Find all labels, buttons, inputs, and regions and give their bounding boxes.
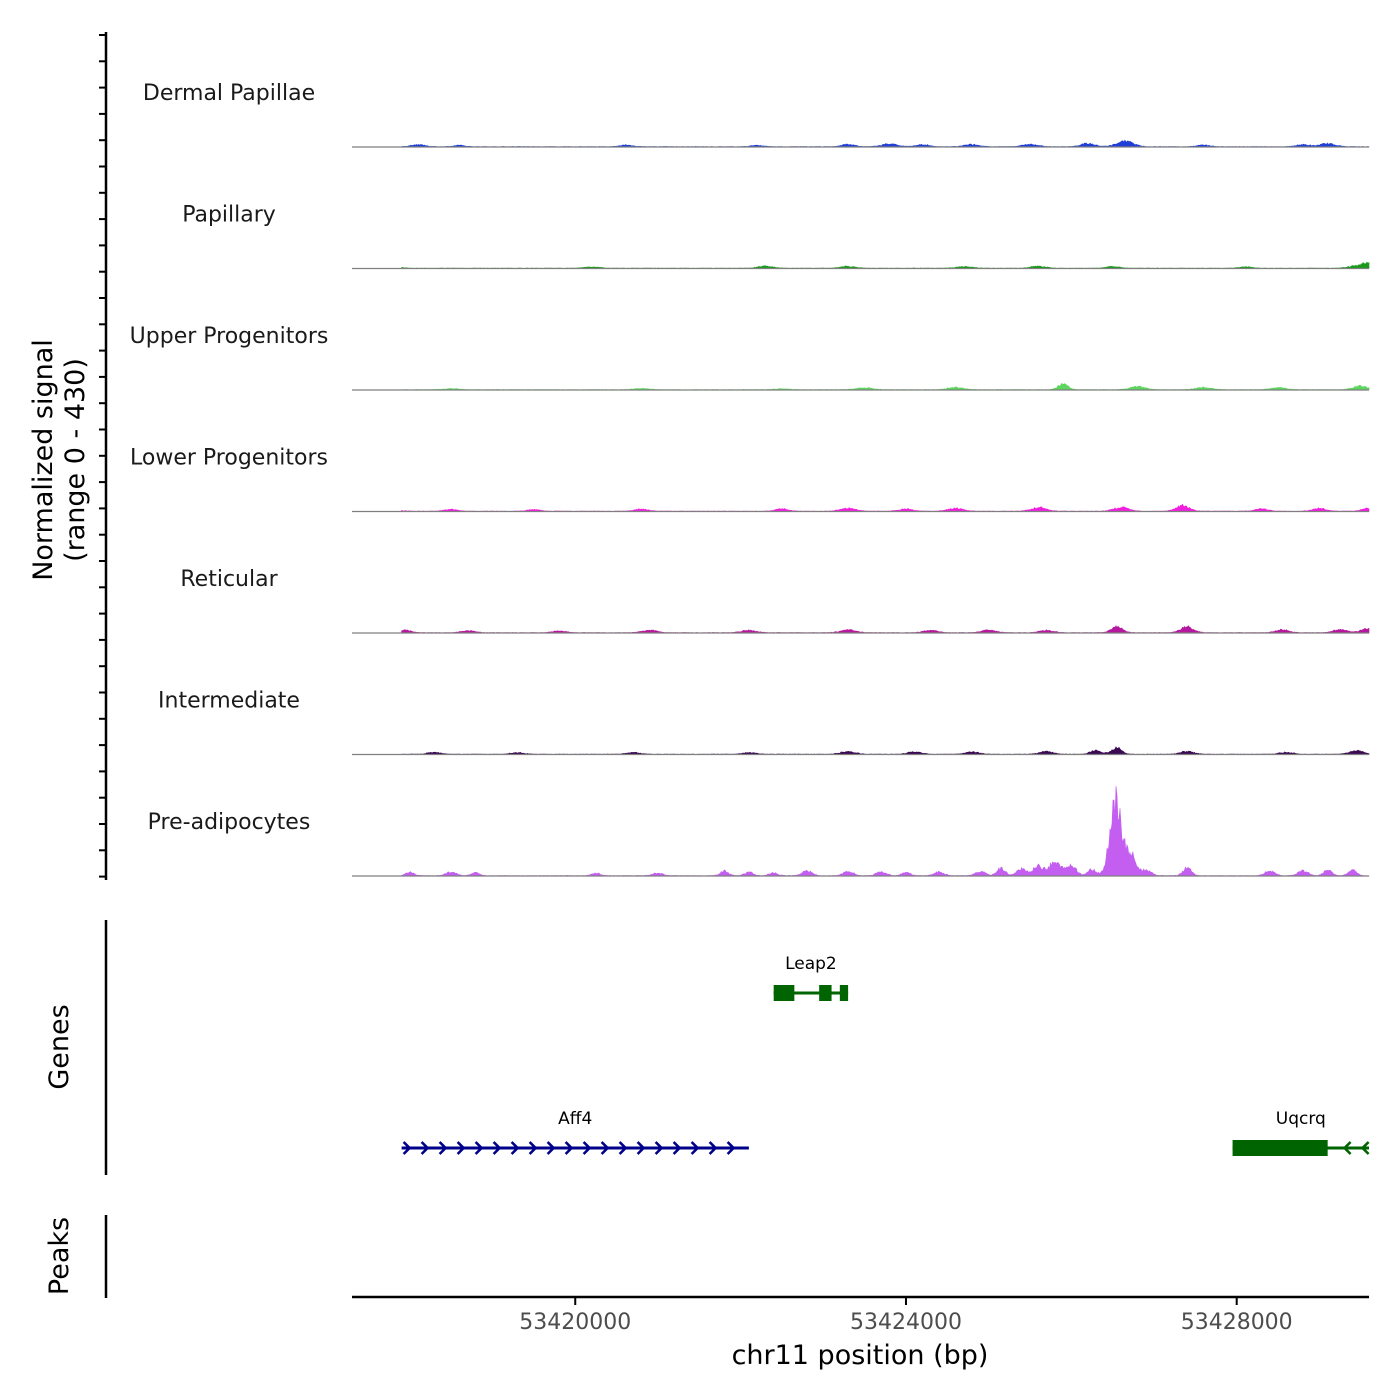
track-label: Pre-adipocytes <box>148 810 311 835</box>
track-intermediate: Intermediate <box>158 689 1370 756</box>
track-label: Reticular <box>180 567 278 592</box>
strand-arrow <box>600 1141 610 1155</box>
x-axis-title: chr11 position (bp) <box>732 1340 989 1371</box>
coverage-area <box>401 625 1370 634</box>
track-label: Dermal Papillae <box>143 81 315 106</box>
peaks-panel-title: Peaks <box>44 1217 75 1295</box>
strand-arrow <box>528 1141 538 1155</box>
coverage-area <box>401 786 1370 877</box>
coverage-area <box>401 383 1370 391</box>
exon-block <box>819 985 832 1001</box>
track-label: Upper Progenitors <box>130 324 329 349</box>
strand-arrow <box>708 1141 718 1155</box>
x-axis-ticks: 53420000 53424000 53428000 <box>519 1297 1293 1335</box>
track-upper-progenitors: Upper Progenitors <box>130 324 1370 391</box>
strand-arrow <box>672 1141 682 1155</box>
strand-arrow <box>654 1141 664 1155</box>
gene-annotation-panel: Aff4 Leap2 Uqcrq <box>401 954 1370 1156</box>
exon-block <box>773 985 795 1001</box>
strand-arrow <box>690 1141 700 1155</box>
coverage-tracks: Dermal Papillae Papillary Upper Progenitor… <box>130 81 1370 877</box>
gene-label: Uqcrq <box>1276 1109 1326 1129</box>
y-axis-title-line1: Normalized signal <box>28 339 59 581</box>
strand-arrow <box>1342 1141 1352 1155</box>
coverage-area <box>401 261 1370 269</box>
track-reticular: Reticular <box>180 567 1370 634</box>
y-axis-title-line2: (range 0 - 430) <box>60 358 91 562</box>
strand-arrow <box>438 1141 448 1155</box>
track-pre-adipocytes: Pre-adipocytes <box>148 786 1370 877</box>
track-lower-progenitors: Lower Progenitors <box>130 446 1370 513</box>
strand-arrow <box>456 1141 466 1155</box>
track-label: Papillary <box>182 203 276 228</box>
strand-arrow <box>510 1141 520 1155</box>
x-tick-label: 53428000 <box>1181 1310 1293 1335</box>
strand-arrow <box>636 1141 646 1155</box>
gene-leap2: Leap2 <box>773 954 849 1001</box>
x-tick-label: 53420000 <box>519 1310 631 1335</box>
strand-arrow <box>564 1141 574 1155</box>
strand-arrow <box>420 1141 430 1155</box>
gene-label: Aff4 <box>558 1109 592 1129</box>
track-dermal-papillae: Dermal Papillae <box>143 81 1370 148</box>
strand-arrow <box>474 1141 484 1155</box>
gene-uqcrq: Uqcrq <box>1232 1109 1370 1156</box>
genes-panel-title: Genes <box>44 1004 75 1089</box>
gene-aff4: Aff4 <box>401 1109 749 1155</box>
coverage-area <box>401 746 1370 755</box>
strand-arrow <box>1360 1141 1370 1155</box>
signal-y-axis-ticks <box>99 34 106 878</box>
track-label: Intermediate <box>158 689 300 714</box>
gene-label: Leap2 <box>785 954 837 974</box>
strand-arrow <box>582 1141 592 1155</box>
coverage-area <box>401 139 1370 148</box>
x-tick-label: 53424000 <box>850 1310 962 1335</box>
strand-arrow <box>726 1141 736 1155</box>
strand-arrow <box>492 1141 502 1155</box>
strand-arrow <box>618 1141 628 1155</box>
exon-block <box>1232 1140 1328 1156</box>
exon-block <box>839 985 849 1001</box>
track-papillary: Papillary <box>182 203 1370 270</box>
strand-arrow <box>402 1141 412 1155</box>
coverage-area <box>401 503 1370 512</box>
strand-arrow <box>546 1141 556 1155</box>
track-label: Lower Progenitors <box>130 446 328 471</box>
